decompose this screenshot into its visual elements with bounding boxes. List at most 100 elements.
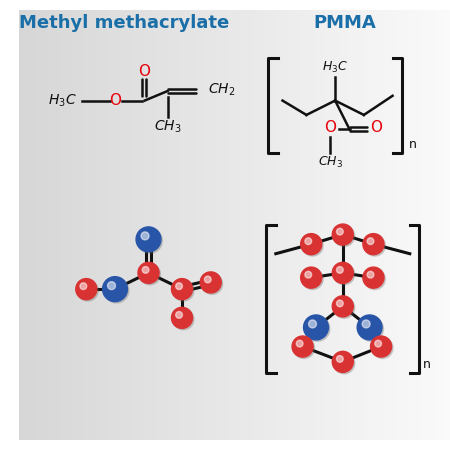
Circle shape — [367, 271, 374, 278]
Circle shape — [305, 271, 312, 278]
Circle shape — [204, 276, 211, 283]
Bar — [237, 9, 240, 441]
Bar — [179, 9, 182, 441]
Circle shape — [141, 232, 149, 240]
Bar — [415, 9, 418, 441]
Bar — [58, 9, 61, 441]
Bar — [267, 9, 270, 441]
Bar — [435, 9, 438, 441]
Bar — [360, 9, 363, 441]
Bar — [323, 9, 326, 441]
Bar — [45, 9, 48, 441]
Bar — [43, 9, 46, 441]
Bar — [80, 9, 83, 441]
Bar — [269, 9, 272, 441]
Bar — [280, 9, 283, 441]
Bar — [275, 9, 279, 441]
Bar — [215, 9, 218, 441]
Bar — [99, 9, 102, 441]
Bar — [293, 9, 296, 441]
Bar — [304, 9, 306, 441]
Bar — [319, 9, 322, 441]
Bar — [265, 9, 268, 441]
Bar — [375, 9, 378, 441]
Bar — [261, 9, 264, 441]
Text: $CH_3$: $CH_3$ — [318, 155, 343, 171]
Bar — [23, 9, 27, 441]
Circle shape — [296, 340, 303, 347]
Bar — [192, 9, 195, 441]
Circle shape — [372, 338, 393, 359]
Bar — [148, 9, 152, 441]
Circle shape — [292, 336, 313, 357]
Bar — [105, 9, 108, 441]
Circle shape — [202, 273, 223, 294]
Bar — [368, 9, 371, 441]
Bar — [67, 9, 70, 441]
Bar — [222, 9, 225, 441]
Bar — [157, 9, 160, 441]
Bar — [135, 9, 139, 441]
Text: n: n — [409, 138, 417, 151]
Bar — [90, 9, 94, 441]
Bar — [414, 9, 417, 441]
Bar — [41, 9, 44, 441]
Bar — [239, 9, 242, 441]
Bar — [174, 9, 177, 441]
Bar — [63, 9, 66, 441]
Circle shape — [334, 297, 355, 318]
Bar — [69, 9, 72, 441]
Bar — [428, 9, 432, 441]
Bar — [54, 9, 57, 441]
Circle shape — [337, 300, 343, 307]
Bar — [422, 9, 425, 441]
Circle shape — [302, 269, 323, 290]
Bar — [426, 9, 429, 441]
Bar — [327, 9, 330, 441]
Bar — [349, 9, 352, 441]
Bar — [373, 9, 376, 441]
Bar — [185, 9, 188, 441]
Bar — [355, 9, 358, 441]
Bar — [86, 9, 89, 441]
Bar — [308, 9, 311, 441]
Bar — [284, 9, 287, 441]
Bar — [153, 9, 156, 441]
Bar — [47, 9, 50, 441]
Bar — [209, 9, 212, 441]
Bar — [228, 9, 231, 441]
Bar — [52, 9, 55, 441]
Bar — [282, 9, 285, 441]
Bar — [155, 9, 158, 441]
Circle shape — [362, 320, 370, 328]
Text: O: O — [370, 120, 382, 135]
Bar — [213, 9, 216, 441]
Bar — [200, 9, 203, 441]
Bar — [364, 9, 367, 441]
Bar — [418, 9, 421, 441]
Bar — [306, 9, 309, 441]
Bar — [183, 9, 186, 441]
Bar — [207, 9, 210, 441]
Bar — [243, 9, 246, 441]
Bar — [346, 9, 350, 441]
Bar — [168, 9, 171, 441]
Bar — [433, 9, 436, 441]
Bar — [302, 9, 305, 441]
Bar — [230, 9, 234, 441]
Bar — [271, 9, 274, 441]
Circle shape — [200, 272, 221, 293]
Bar — [241, 9, 244, 441]
Bar — [140, 9, 143, 441]
Bar — [30, 9, 33, 441]
Bar — [196, 9, 199, 441]
Bar — [446, 9, 449, 441]
Bar — [315, 9, 317, 441]
Text: $H_3C$: $H_3C$ — [48, 92, 76, 109]
Text: O: O — [138, 64, 150, 79]
Bar — [32, 9, 36, 441]
Bar — [441, 9, 445, 441]
Bar — [383, 9, 387, 441]
Circle shape — [367, 238, 374, 244]
Circle shape — [337, 266, 343, 273]
